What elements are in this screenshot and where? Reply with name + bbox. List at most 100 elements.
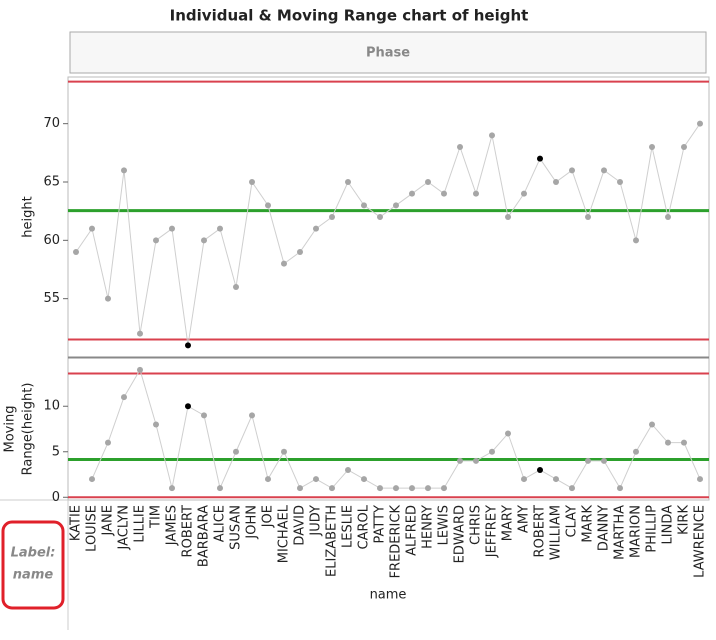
data-point	[537, 155, 543, 162]
data-point	[473, 190, 479, 197]
x-tick-label: JANE	[101, 505, 116, 536]
x-tick-label: KIRK	[677, 505, 692, 535]
data-point	[441, 190, 447, 197]
data-point	[185, 342, 191, 349]
data-point	[681, 144, 687, 150]
y-axis-title: height	[21, 196, 36, 237]
data-point	[329, 485, 335, 492]
x-tick-label: CLAY	[565, 505, 580, 538]
x-tick-label: JAMES	[165, 505, 180, 546]
data-point	[233, 284, 239, 290]
x-tick-label: DAVID	[293, 505, 308, 546]
data-point	[553, 476, 559, 483]
plot-frame	[67, 76, 710, 501]
x-tick-label: MARION	[629, 505, 644, 558]
data-point	[697, 476, 703, 483]
phase-box	[69, 31, 707, 74]
x-tick-label: PATTY	[373, 505, 388, 544]
data-point	[201, 412, 207, 419]
x-tick-label: PHILLIP	[645, 505, 660, 553]
y-tick-label: 5	[52, 444, 60, 459]
data-point	[393, 485, 399, 492]
data-point	[409, 485, 415, 492]
x-tick-label: MARTHA	[613, 505, 628, 560]
series-line	[75, 123, 701, 346]
data-point	[89, 225, 95, 232]
data-point	[249, 179, 255, 185]
x-tick-label: LOUISE	[85, 505, 100, 552]
data-point	[153, 421, 159, 428]
data-point	[249, 412, 255, 419]
y-tick-label: 60	[43, 233, 60, 248]
data-point	[569, 167, 575, 174]
data-point	[105, 295, 111, 302]
data-point	[505, 430, 511, 437]
data-point	[313, 476, 319, 483]
data-point	[217, 485, 223, 492]
data-point	[617, 179, 623, 185]
data-point	[601, 457, 607, 464]
phase-label: Phase	[366, 46, 410, 61]
data-point	[361, 202, 367, 209]
data-point	[633, 237, 639, 244]
x-tick-label: JOHN	[245, 505, 260, 540]
data-point	[457, 144, 463, 150]
data-point	[329, 214, 335, 220]
data-point	[457, 457, 463, 464]
x-tick-label: FREDERICK	[389, 505, 404, 579]
data-point	[617, 485, 623, 492]
x-tick-label: TIM	[149, 505, 164, 529]
x-tick-label: CAROL	[357, 504, 372, 549]
data-point	[137, 366, 143, 373]
data-point	[633, 448, 639, 455]
x-tick-label: DANNY	[597, 505, 612, 551]
data-point	[345, 179, 351, 185]
data-point	[217, 225, 223, 232]
data-point	[425, 485, 431, 492]
label-box[interactable]	[1, 520, 65, 610]
data-point	[313, 225, 319, 232]
data-point	[377, 214, 383, 220]
data-point	[569, 485, 575, 492]
data-point	[521, 190, 527, 197]
data-point	[297, 485, 303, 492]
data-point	[473, 457, 479, 464]
data-point	[233, 448, 239, 455]
data-point	[521, 476, 527, 483]
x-tick-label: LESLIE	[341, 505, 356, 548]
data-point	[169, 225, 175, 232]
data-point	[409, 190, 415, 197]
data-point	[265, 202, 271, 209]
x-tick-label: HENRY	[421, 505, 436, 549]
label-box-title: Label:	[11, 546, 56, 561]
x-tick-label: ALFRED	[405, 505, 420, 556]
data-point	[169, 485, 175, 492]
x-tick-label: ALICE	[213, 505, 228, 542]
data-point	[489, 132, 495, 139]
data-point	[649, 144, 655, 150]
x-tick-label: JACLYN	[117, 505, 132, 551]
data-point	[361, 476, 367, 483]
data-point	[649, 421, 655, 428]
x-tick-label: LINDA	[661, 505, 676, 545]
x-tick-label: WILLIAM	[549, 505, 564, 560]
data-point	[425, 179, 431, 185]
data-point	[297, 249, 303, 255]
y-tick-label: 10	[43, 399, 60, 414]
x-tick-label: ROBERT	[533, 505, 548, 557]
x-axis-title: name	[370, 588, 407, 603]
x-tick-label: JEFFREY	[485, 505, 500, 558]
data-point	[345, 466, 351, 473]
data-point	[185, 403, 191, 410]
y-axis-title: Range(height)	[21, 383, 36, 476]
x-tick-label: MARK	[581, 505, 596, 543]
x-tick-label: CHRIS	[469, 505, 484, 545]
data-point	[137, 330, 143, 337]
x-tick-label: MICHAEL	[277, 504, 292, 563]
x-tick-label: ROBERT	[181, 505, 196, 557]
x-tick-label: MARY	[501, 505, 516, 541]
x-tick-label: KATIE	[69, 505, 84, 541]
data-point	[681, 439, 687, 446]
data-point	[265, 476, 271, 483]
